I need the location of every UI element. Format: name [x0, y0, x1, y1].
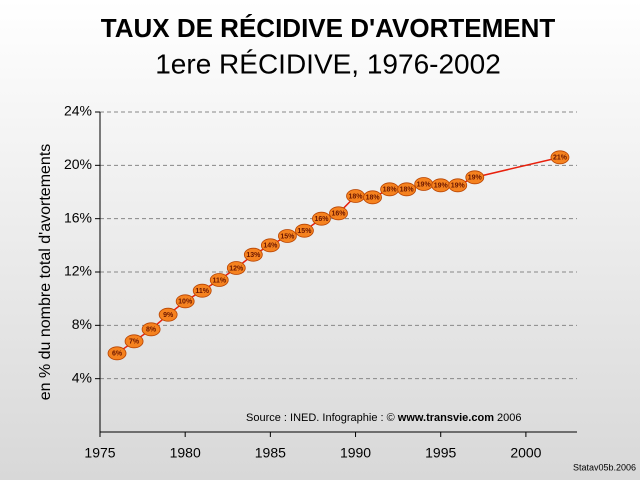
value-label: 9% — [163, 312, 174, 319]
marker — [260, 238, 280, 253]
y-tick-label: 12% — [64, 263, 92, 279]
marker — [397, 182, 417, 197]
x-tick-label: 2000 — [510, 445, 541, 461]
marker — [465, 170, 485, 185]
y-tick-label: 8% — [72, 316, 92, 332]
marker — [277, 229, 297, 243]
marker — [158, 307, 178, 322]
source-year: 2006 — [497, 412, 521, 424]
x-tick-label: 1975 — [84, 445, 115, 461]
marker — [175, 294, 195, 309]
y-axis-label: en % du nombre total d'avortements — [37, 144, 54, 401]
value-label: 12% — [229, 265, 244, 272]
value-label: 6% — [112, 351, 123, 358]
value-label: 18% — [383, 187, 398, 194]
value-label: 19% — [434, 183, 449, 190]
source-note: Source : INED. Infographie : © www.trans… — [246, 412, 522, 424]
marker — [550, 150, 570, 165]
value-label: 15% — [280, 233, 295, 240]
y-tick-label: 24% — [64, 103, 92, 119]
marker — [329, 206, 348, 221]
value-label: 11% — [195, 288, 209, 295]
y-tick-label: 20% — [64, 156, 92, 172]
marker — [295, 223, 314, 238]
marker — [448, 178, 468, 193]
value-label: 15% — [297, 228, 312, 235]
marker — [226, 261, 246, 275]
value-label: 19% — [451, 183, 466, 190]
chart-subtitle: 1ere RÉCIDIVE, 1976-2002 — [155, 48, 501, 79]
source-url: www.transvie.com — [397, 412, 494, 424]
x-tick-label: 1980 — [170, 445, 201, 461]
value-label: 18% — [366, 195, 381, 202]
value-label: 19% — [417, 181, 432, 188]
value-label: 21% — [553, 155, 568, 162]
marker — [209, 273, 229, 287]
marker — [243, 247, 263, 262]
value-label: 7% — [129, 339, 140, 346]
y-tick-label: 4% — [72, 369, 92, 385]
credit: Statav05b.2006 — [573, 462, 636, 472]
marker — [363, 190, 382, 205]
marker — [312, 211, 331, 226]
y-tick-label: 16% — [64, 209, 92, 225]
marker — [124, 334, 144, 349]
value-label: 11% — [212, 277, 226, 284]
value-label: 8% — [146, 327, 157, 334]
value-label: 13% — [246, 252, 261, 259]
source-text: Source : INED. Infographie : © — [246, 412, 395, 424]
chart-title: TAUX DE RÉCIDIVE D'AVORTEMENT — [101, 13, 556, 43]
value-label: 16% — [331, 211, 346, 218]
value-label: 19% — [468, 175, 483, 182]
value-label: 18% — [400, 187, 415, 194]
marker — [107, 346, 127, 361]
value-label: 14% — [263, 243, 278, 250]
value-label: 10% — [178, 299, 193, 306]
marker — [192, 283, 212, 298]
x-tick-label: 1990 — [340, 445, 371, 461]
value-label: 18% — [349, 193, 364, 200]
x-tick-label: 1985 — [255, 445, 286, 461]
x-tick-label: 1995 — [425, 445, 456, 461]
value-label: 16% — [314, 216, 329, 223]
marker — [141, 322, 161, 337]
